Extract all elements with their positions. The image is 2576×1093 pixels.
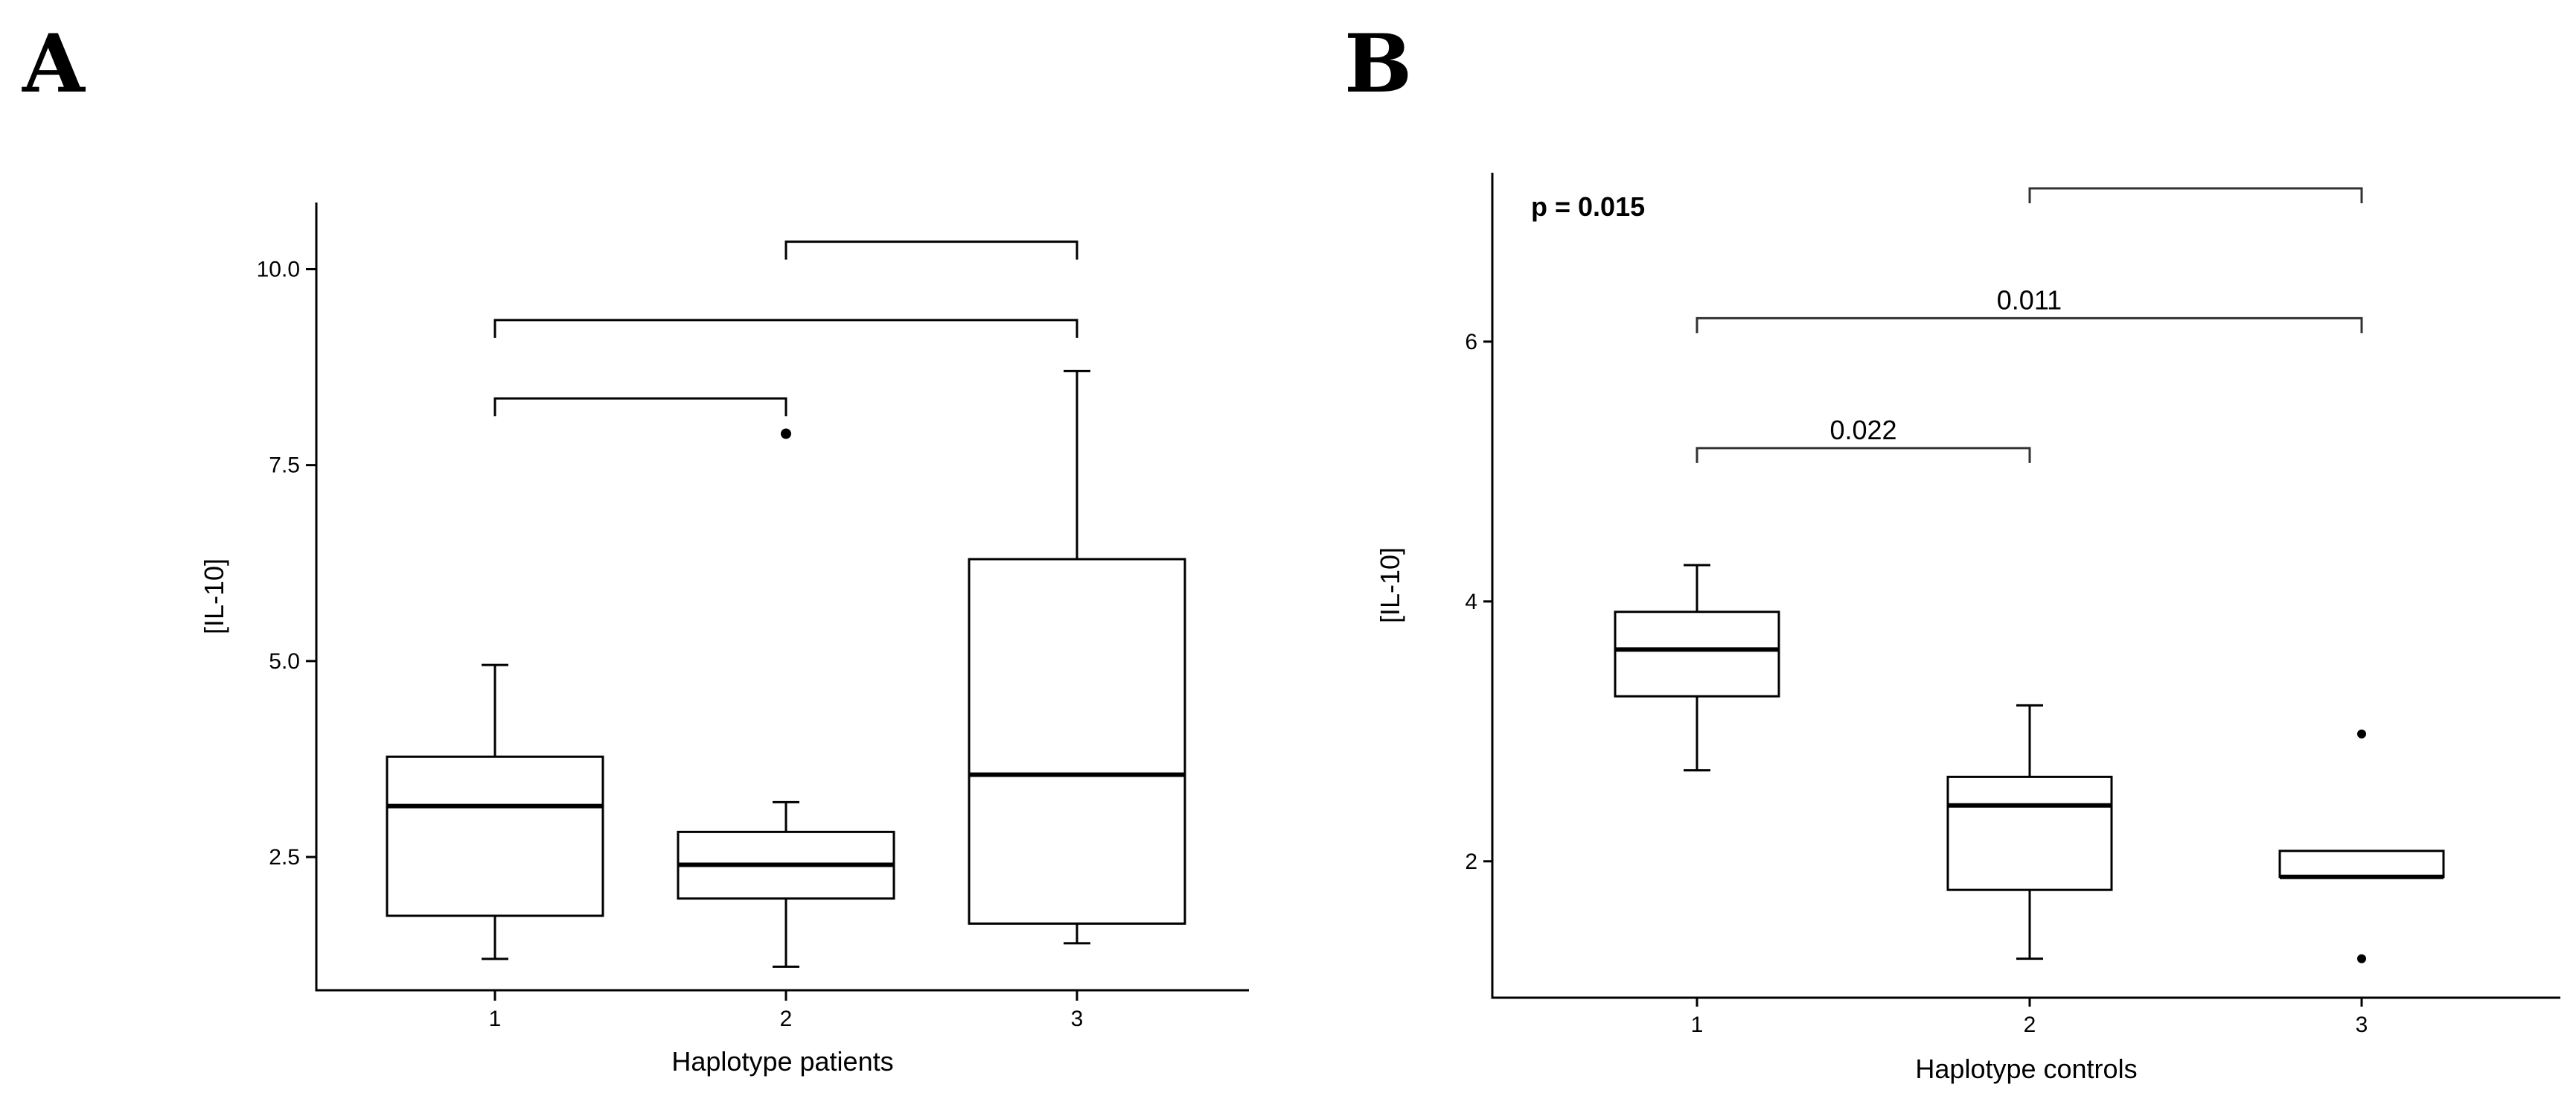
panel-b-letter: B: [1344, 17, 1413, 111]
panel-b-x-tick-label: 1: [1691, 1013, 1704, 1037]
panel-a-x-tick-label: 3: [1071, 1007, 1084, 1031]
box-iqr: [1946, 775, 2113, 891]
panel-a-letter: A: [22, 17, 85, 111]
panel-b-box-3: [2278, 729, 2445, 963]
panel-b-box-1: [1614, 564, 1780, 772]
outlier-point: [2357, 954, 2366, 963]
outlier-point: [2357, 729, 2366, 739]
box-iqr: [2278, 850, 2445, 879]
panel-b-comparison-label-1-3: 0.011: [1997, 284, 2062, 315]
box-iqr: [968, 558, 1186, 925]
panel-b-comparison-label-1-2: 0.022: [1829, 415, 1896, 445]
panel-b-y-tick-label: 4: [1465, 590, 1477, 614]
panel-a-x-axis-title: Haplotype patients: [671, 1046, 893, 1077]
panel-b-comparison-bracket-2-3: [2028, 187, 2363, 203]
panel-b-y-axis-title: [IL-10]: [1375, 547, 1405, 623]
box-iqr: [1614, 611, 1780, 698]
panel-a-y-axis-title: [IL-10]: [199, 558, 229, 634]
panel-a-box-1: [386, 663, 604, 960]
panel-b-overall-p-label: p = 0.015: [1531, 191, 1645, 222]
panel-a-y-tick-label: 7.5: [269, 453, 300, 478]
panel-a-comparison-bracket-1-2: [493, 397, 787, 417]
panel-a-comparison-bracket-2-3: [784, 240, 1078, 260]
panel-b-comparison-bracket-1-2: [1696, 447, 2031, 463]
panel-a-y-tick-label: 5.0: [269, 649, 300, 674]
box-iqr: [386, 755, 604, 917]
panel-b-x-axis-title: Haplotype controls: [1915, 1054, 2137, 1084]
panel-a-comparison-bracket-1-3: [493, 319, 1078, 338]
outlier-point: [781, 428, 791, 439]
panel-b-box-2: [1946, 704, 2113, 960]
panel-b-x-tick-label: 2: [2024, 1013, 2036, 1037]
panel-b-y-tick-label: 6: [1465, 330, 1477, 354]
panel-a-x-tick-label: 2: [780, 1007, 793, 1031]
panel-b-y-tick-label: 2: [1465, 850, 1477, 874]
panel-a-box-2: [677, 428, 895, 968]
panel-a-box-3: [968, 369, 1186, 945]
panel-a-x-tick-label: 1: [489, 1007, 502, 1031]
panel-a-y-tick-label: 2.5: [269, 845, 300, 870]
panel-b-x-tick-label: 3: [2356, 1013, 2368, 1037]
panel-b-comparison-bracket-1-3: [1696, 316, 2363, 334]
panel-a-y-tick-label: 10.0: [257, 257, 300, 281]
